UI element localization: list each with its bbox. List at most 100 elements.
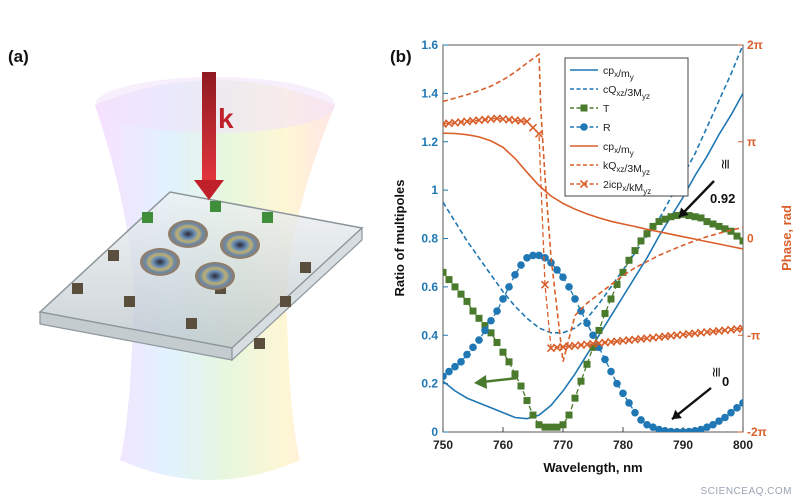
annotations: ≅0.92≅0 <box>474 158 735 421</box>
watermark: SCIENCEAQ.COM <box>700 486 792 497</box>
y-tick-label: 0.8 <box>421 232 438 246</box>
data-point-square <box>475 314 483 322</box>
data-point-square <box>715 222 723 230</box>
data-point-square <box>559 421 567 429</box>
legend-entry: cQxz/3Myz <box>570 84 650 101</box>
data-point-circle <box>715 417 723 425</box>
data-point-circle <box>511 270 519 279</box>
data-point-square <box>613 280 621 288</box>
data-point-square <box>463 297 471 305</box>
data-point-circle <box>733 404 741 412</box>
data-point-circle <box>469 343 477 352</box>
legend-label: cQxz/3Myz <box>603 84 650 101</box>
x-tick-label: 750 <box>433 438 453 452</box>
data-point-square <box>601 309 609 317</box>
y-tick-label: 0.2 <box>421 377 438 391</box>
data-point-circle <box>637 416 645 424</box>
data-point-circle <box>589 331 597 340</box>
series-line <box>443 45 743 334</box>
cube-particle <box>280 296 291 307</box>
data-point-square <box>733 232 741 240</box>
chart-panel-b: (b) 0 0.2 0.4 0.6 0.8 1 1.2 1.4 1.6 -2π -π 0 π 2π 75… <box>390 38 794 475</box>
data-point-circle <box>451 362 459 371</box>
data-point-circle <box>631 408 639 417</box>
series-line <box>443 132 743 250</box>
y-tick-label: 0.6 <box>421 280 438 294</box>
cube-particle <box>108 250 119 261</box>
data-point-square <box>619 268 627 276</box>
x-tick-label: 780 <box>613 438 633 452</box>
cube-particle <box>142 212 153 223</box>
y2-tick-label: 2π <box>747 38 763 52</box>
data-point-square <box>703 218 711 226</box>
data-point-circle <box>643 420 651 429</box>
y2-tick-label: -π <box>747 328 760 342</box>
data-point-circle <box>739 399 743 407</box>
annotation-arrow-head <box>672 409 682 420</box>
data-point-square <box>481 322 489 330</box>
approx-value-label: 0.92 <box>710 191 735 206</box>
y-tick-label: 1.6 <box>421 38 438 52</box>
y-tick-label: 0.4 <box>421 328 438 342</box>
data-point-circle <box>517 261 525 269</box>
approx-value-label: 0 <box>722 374 729 389</box>
y2-tick-label: π <box>747 135 756 149</box>
2icpx-kmyz-phase-line <box>443 114 743 353</box>
data-point-square <box>443 268 447 276</box>
data-point-square <box>691 213 699 221</box>
data-point-square <box>661 215 669 223</box>
data-point-square <box>565 411 573 419</box>
legend-label: cpx/my <box>603 141 634 158</box>
data-point-square <box>529 411 537 419</box>
data-point-circle <box>697 425 705 432</box>
data-point-circle <box>673 427 681 432</box>
data-point-circle <box>583 319 591 327</box>
data-point-square <box>697 214 705 222</box>
legend-entry: kQxz/3Myz <box>570 160 650 177</box>
cube-particle <box>210 201 221 212</box>
data-point-cross <box>738 324 743 333</box>
data-point-circle <box>493 307 501 315</box>
data-point-square <box>580 104 588 112</box>
data-point-square <box>607 295 615 303</box>
data-point-circle <box>580 123 588 131</box>
data-point-square <box>595 326 603 334</box>
transmission-line <box>443 210 743 431</box>
legend-entry: 2icpx/kMyz <box>570 179 651 196</box>
y2-tick-label: -2π <box>747 425 767 439</box>
data-point-circle <box>553 266 561 274</box>
legend-label: cpx/my <box>603 65 634 82</box>
data-point-square <box>631 247 639 255</box>
schematic-panel-a: (a) k <box>8 47 364 480</box>
series-line <box>443 117 743 349</box>
data-point-square <box>709 220 717 228</box>
data-point-circle <box>463 350 471 359</box>
data-point-square <box>643 230 651 238</box>
data-point-circle <box>655 425 663 432</box>
x-tick-label: 790 <box>673 438 693 452</box>
data-point-circle <box>601 355 609 364</box>
cpx-my-phase-line <box>443 132 743 250</box>
data-point-square <box>667 213 675 221</box>
data-point-circle <box>577 307 585 315</box>
left-axis-ticks: 0 0.2 0.4 0.6 0.8 1 1.2 1.4 1.6 <box>421 38 448 439</box>
kqxz-3myz-phase-line <box>443 52 743 362</box>
data-point-square <box>445 276 453 284</box>
y-axis-title: Ratio of multipoles <box>392 180 407 297</box>
y2-axis-title: Phase, rad <box>779 205 794 271</box>
data-point-square <box>493 339 501 347</box>
direction-arrow-shaft <box>481 376 519 384</box>
right-axis-ticks: -2π -π 0 π 2π <box>738 38 767 439</box>
data-point-circle <box>481 326 489 335</box>
approx-symbol: ≅ <box>717 158 733 170</box>
data-point-square <box>673 212 681 220</box>
x-tick-label: 760 <box>493 438 513 452</box>
cube-particle <box>262 212 273 223</box>
data-point-circle <box>571 295 579 303</box>
data-point-circle <box>541 254 549 262</box>
data-point-cross <box>522 117 532 126</box>
data-point-circle <box>679 427 687 432</box>
data-point-circle <box>499 295 507 303</box>
data-point-circle <box>529 251 537 260</box>
